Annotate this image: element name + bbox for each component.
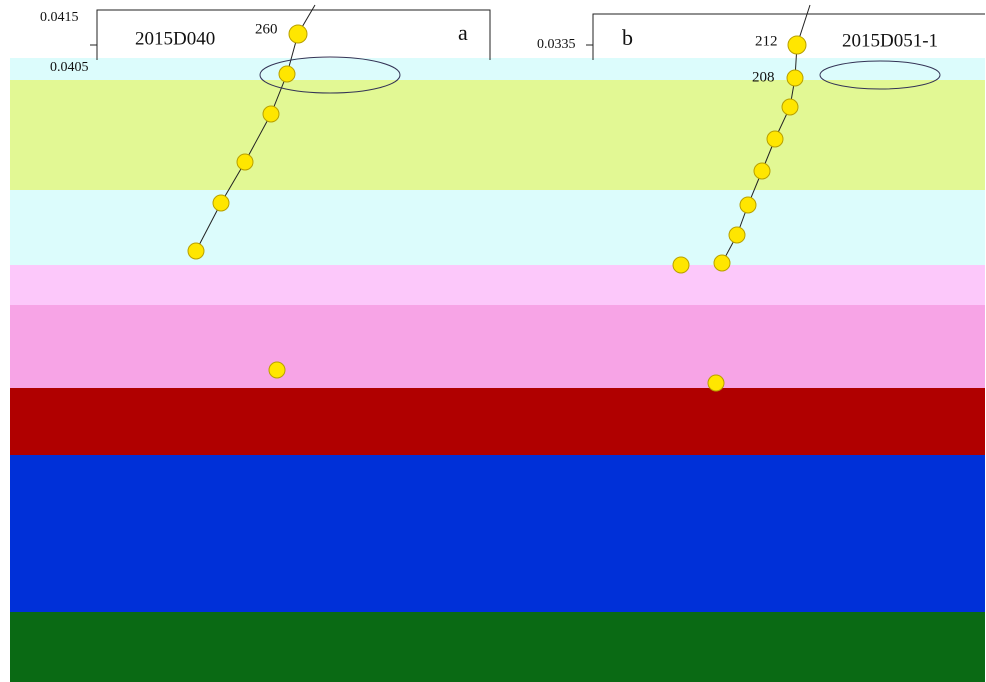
age-label: 212 xyxy=(755,33,778,49)
age-label: 208 xyxy=(752,69,775,85)
y-label: 0.0335 xyxy=(537,37,576,52)
band xyxy=(10,58,985,80)
band xyxy=(10,80,985,190)
age-points xyxy=(187,24,807,392)
age-label: 260 xyxy=(255,21,278,37)
band xyxy=(10,305,985,388)
band xyxy=(10,455,985,612)
ellipse xyxy=(819,60,941,90)
y-label: 0.0415 xyxy=(40,10,79,25)
panel-letter: a xyxy=(458,20,468,45)
band xyxy=(10,190,985,265)
sample-name: 2015D040 xyxy=(135,28,215,49)
ellipse xyxy=(259,56,401,94)
band xyxy=(10,612,985,682)
sample-name: 2015D051-1 xyxy=(842,30,938,51)
y-label: 0.0405 xyxy=(50,60,89,75)
panel-frame xyxy=(96,9,491,60)
band xyxy=(10,265,985,305)
panel-letter: b xyxy=(622,25,633,50)
band xyxy=(10,388,985,455)
